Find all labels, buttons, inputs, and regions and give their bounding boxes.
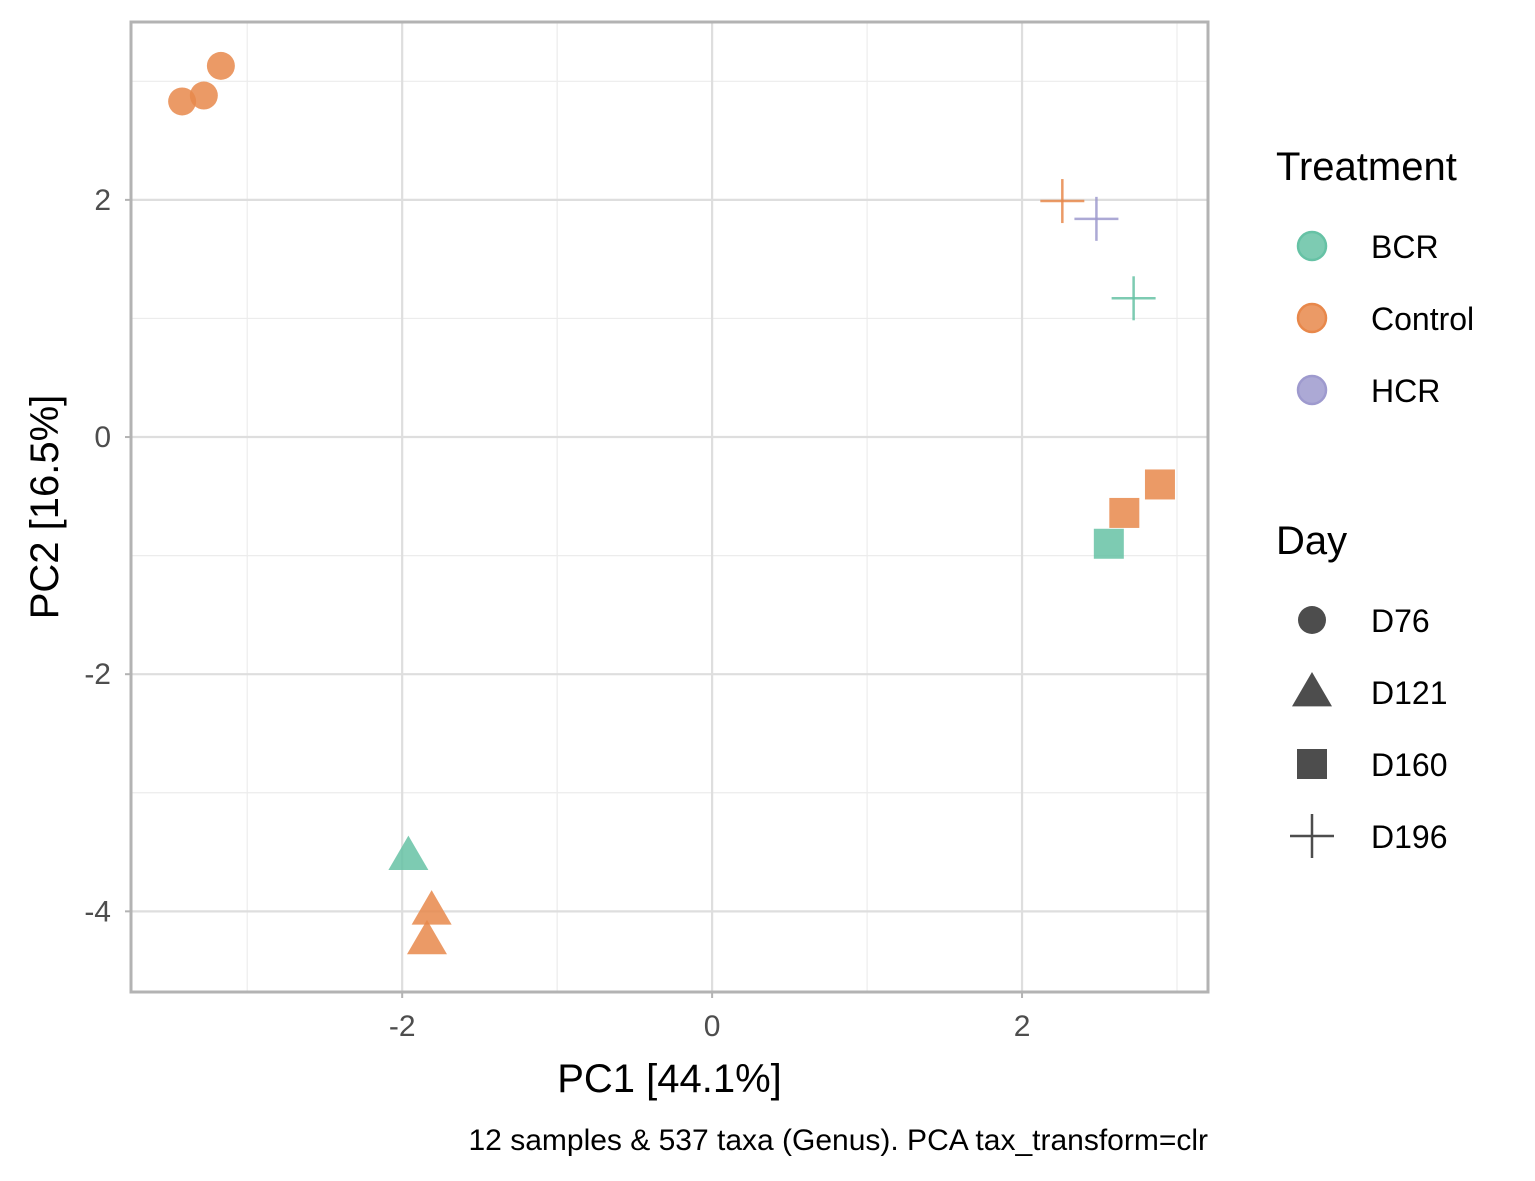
grid [131,22,1208,992]
data-points [168,51,1175,955]
legend-key-d160 [1297,749,1327,779]
legend-label-bcr: BCR [1371,229,1439,265]
day-legend: Day D76 D121 D160 D196 [1276,519,1448,858]
legend-key-bcr [1296,230,1328,262]
y-tick-label: -2 [84,658,111,691]
legend-key-d76 [1298,606,1326,634]
legend-key-control [1296,302,1328,334]
legend-key-d196 [1290,814,1334,858]
data-point [406,919,447,955]
legend-label-d121: D121 [1371,675,1448,711]
x-tick-label: 0 [704,1010,721,1043]
legend-key-d121 [1292,672,1332,707]
data-point [168,87,197,116]
data-point [1093,528,1124,559]
data-point [388,835,429,871]
data-point [1040,179,1085,224]
legend-label-d196: D196 [1371,819,1448,855]
x-tick-label: -2 [389,1010,416,1043]
legend-label-d160: D160 [1371,747,1448,783]
x-axis-title: PC1 [44.1%] [557,1057,782,1101]
y-tick-label: 0 [94,421,111,454]
y-tick-label: 2 [94,184,111,217]
data-point [411,890,452,925]
day-legend-title: Day [1276,519,1347,563]
data-point [1144,469,1175,500]
legend-label-control: Control [1371,301,1474,337]
data-point [1111,276,1156,321]
y-tick-label: -4 [84,895,111,928]
data-point [189,81,218,110]
y-axis-title: PC2 [16.5%] [23,395,67,620]
data-point [1074,196,1119,241]
chart-caption: 12 samples & 537 taxa (Genus). PCA tax_t… [469,1124,1209,1157]
legend-label-d76: D76 [1371,603,1430,639]
panel-border [129,20,1210,994]
axis-ticks: -2 0 2 -4 -2 0 2 [84,184,1030,1043]
treatment-legend-title: Treatment [1276,145,1457,189]
legend-key-hcr [1296,374,1328,406]
data-point [206,51,235,80]
data-point [1109,497,1140,528]
legend-label-hcr: HCR [1371,373,1440,409]
x-tick-label: 2 [1014,1010,1031,1043]
treatment-legend: Treatment BCR Control HCR [1276,145,1474,409]
